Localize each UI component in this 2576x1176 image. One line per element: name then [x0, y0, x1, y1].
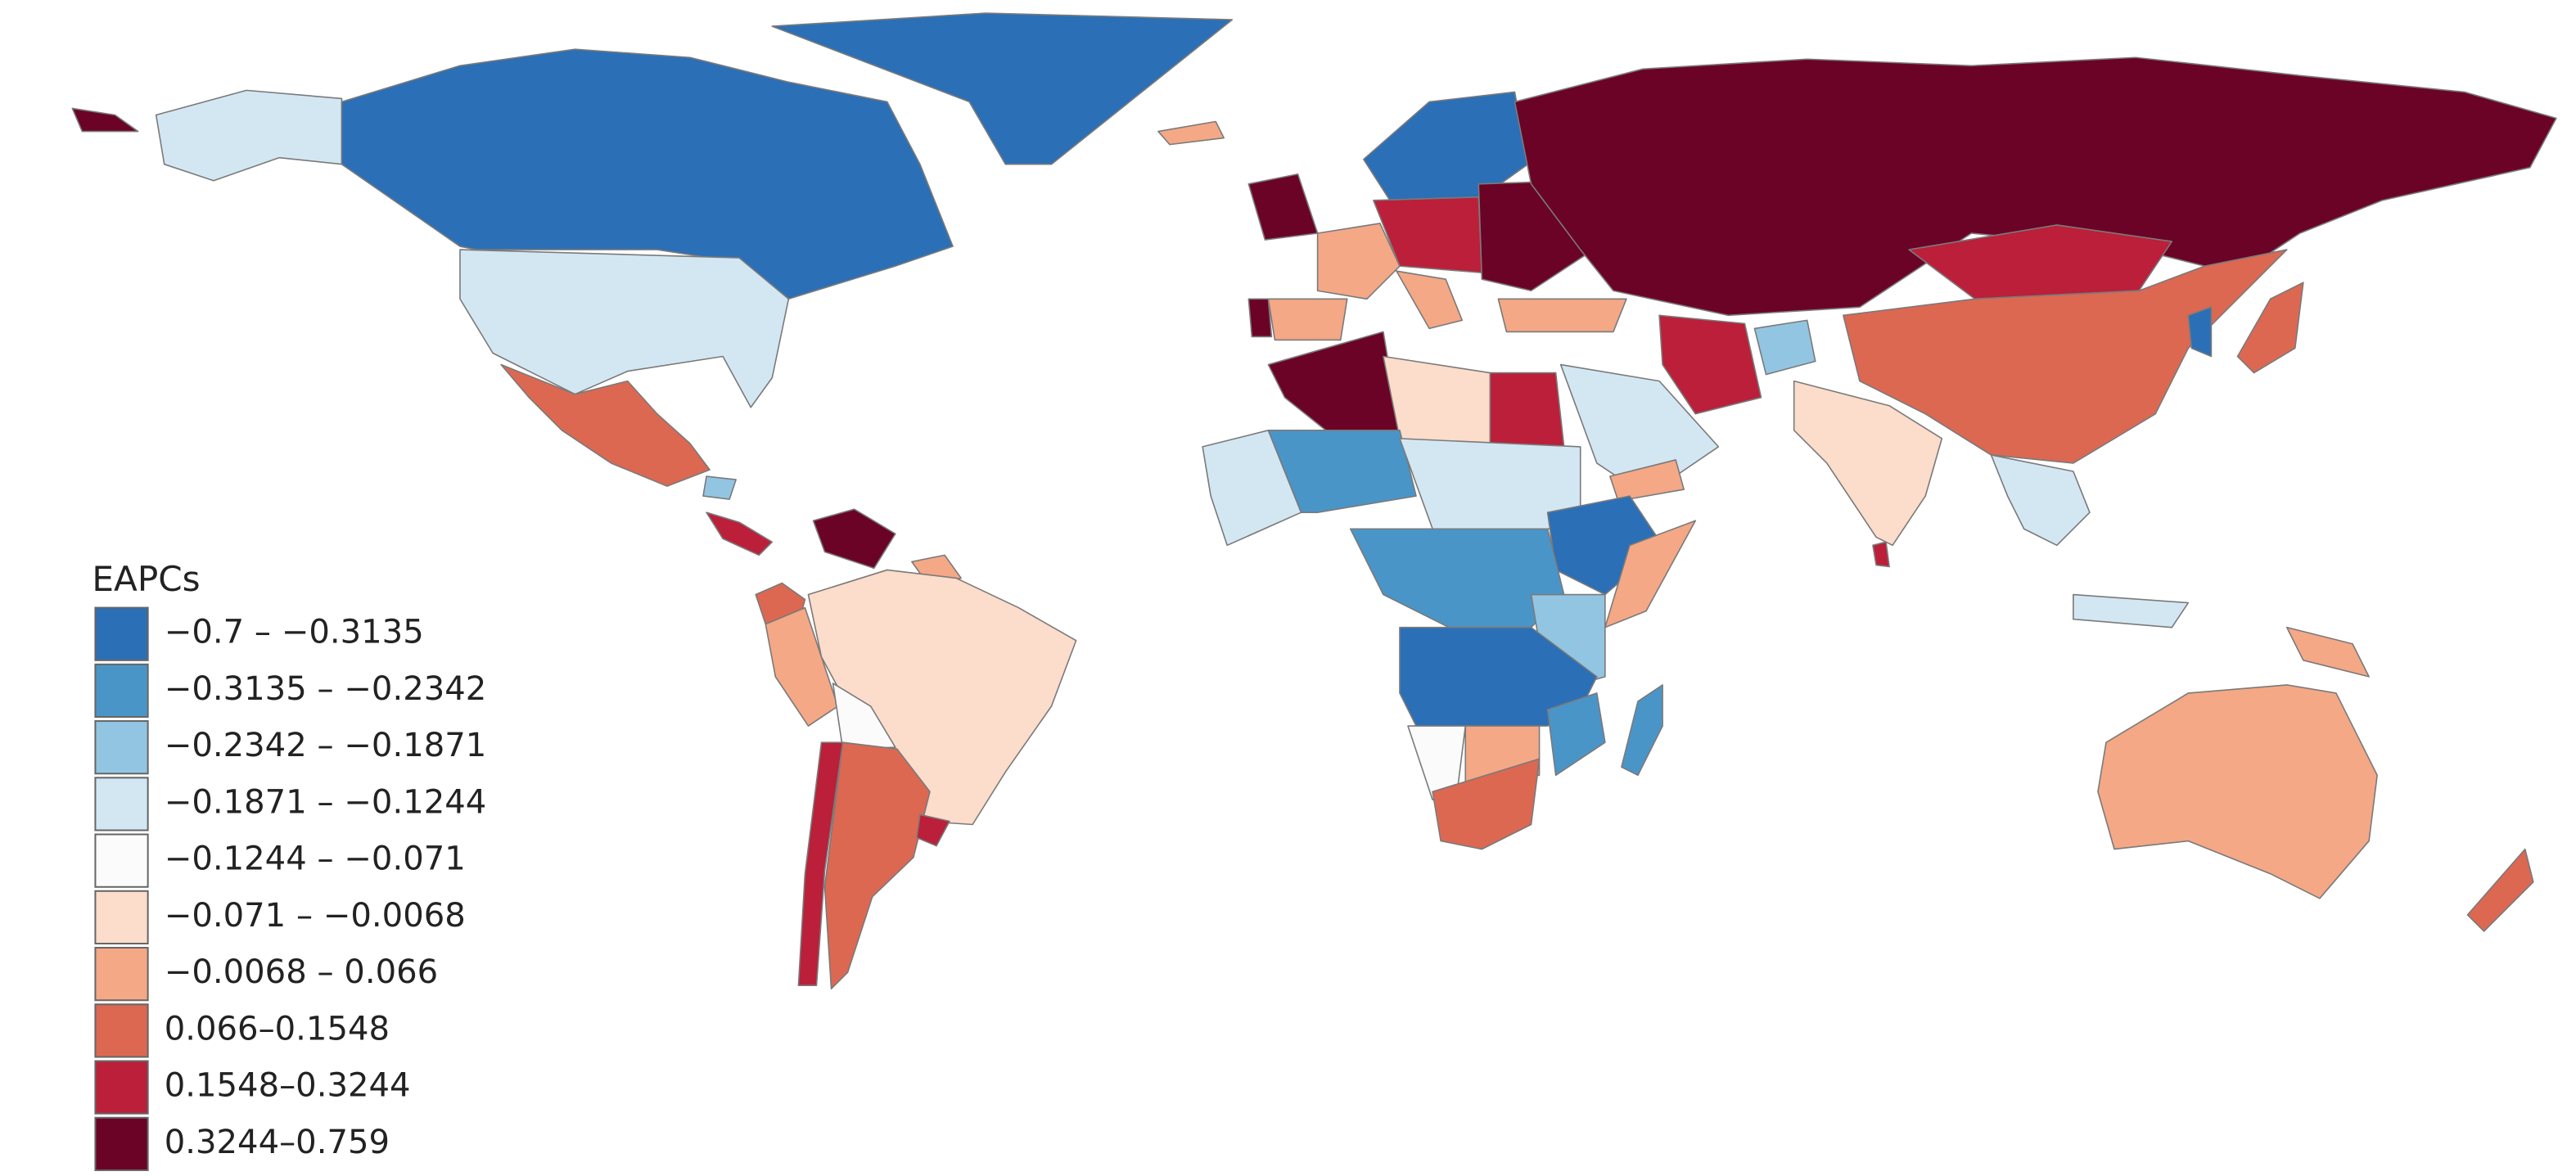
country	[916, 813, 950, 847]
country	[1489, 372, 1565, 448]
legend-label: −0.0068 – 0.066	[165, 953, 438, 991]
country	[71, 107, 139, 133]
legend-swatch	[94, 1116, 149, 1171]
country	[1546, 692, 1606, 777]
legend-swatch	[94, 833, 149, 888]
country	[1267, 430, 1417, 513]
country	[1349, 528, 1565, 629]
country	[1843, 249, 2288, 464]
legend-swatch	[94, 890, 149, 945]
legend-swatch	[94, 606, 149, 661]
legend-label: −0.7 – −0.3135	[165, 614, 424, 651]
country	[702, 475, 737, 500]
country	[2466, 848, 2534, 932]
country	[1396, 270, 1464, 330]
country	[1609, 459, 1685, 502]
country	[1267, 298, 1348, 341]
country	[1432, 758, 1541, 850]
country	[1157, 120, 1225, 146]
country	[1247, 298, 1273, 338]
legend-swatch	[94, 663, 149, 719]
country	[1559, 363, 1720, 497]
country	[1497, 298, 1627, 333]
country	[2187, 306, 2213, 358]
country	[1990, 454, 2091, 547]
country	[1753, 319, 1816, 376]
legend-label: 0.1548–0.3244	[165, 1067, 411, 1105]
legend-swatch	[94, 947, 149, 1002]
country	[706, 511, 774, 556]
legend-swatch	[94, 720, 149, 775]
country	[1202, 430, 1302, 547]
legend-label: −0.1244 – −0.071	[165, 840, 466, 878]
country	[500, 363, 711, 487]
country	[823, 741, 931, 990]
legend: EAPCs −0.7 – −0.3135 −0.3135 – −0.2342 −0.…	[92, 559, 487, 1171]
country	[1247, 173, 1319, 241]
country	[2097, 684, 2378, 899]
country	[2073, 593, 2190, 629]
country	[1604, 520, 1697, 629]
country	[2285, 626, 2370, 678]
legend-label: 0.066–0.1548	[165, 1010, 390, 1048]
country	[155, 89, 343, 182]
legend-label: 0.3244–0.759	[165, 1124, 390, 1161]
country	[1872, 541, 1890, 568]
country-shapes	[71, 12, 2557, 990]
legend-title: EAPCs	[92, 559, 200, 599]
legend-label: −0.071 – −0.0068	[165, 897, 466, 935]
country	[1316, 223, 1401, 300]
country	[1658, 314, 1762, 415]
legend-swatch	[94, 1003, 149, 1058]
legend-label: −0.2342 – −0.1871	[165, 727, 487, 764]
country	[1514, 56, 2557, 317]
legend-label: −0.1871 – −0.1244	[165, 783, 487, 821]
country	[341, 48, 954, 300]
country	[771, 12, 1234, 165]
country	[812, 508, 896, 570]
legend-label: −0.3135 – −0.2342	[165, 670, 487, 708]
country	[1621, 684, 1663, 777]
legend-swatch	[94, 777, 149, 831]
legend-swatch	[94, 1060, 149, 1115]
country	[2236, 282, 2304, 374]
country	[832, 683, 896, 750]
country	[1793, 380, 1943, 547]
country	[459, 249, 790, 408]
country	[1908, 224, 2173, 300]
